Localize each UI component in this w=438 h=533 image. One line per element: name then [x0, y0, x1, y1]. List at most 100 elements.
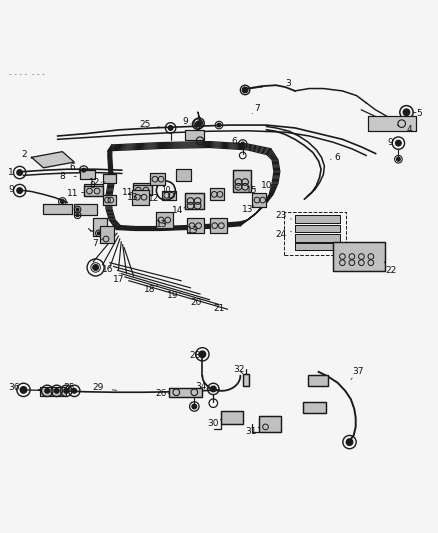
Text: 18: 18 — [145, 285, 156, 294]
Circle shape — [346, 439, 353, 446]
Bar — [209, 218, 226, 233]
Circle shape — [396, 157, 400, 161]
Circle shape — [217, 123, 221, 127]
Text: 11: 11 — [67, 189, 78, 198]
Bar — [185, 193, 204, 208]
Text: 10: 10 — [261, 181, 272, 190]
Bar — [368, 116, 416, 131]
Bar — [103, 195, 116, 205]
Circle shape — [76, 214, 79, 217]
Text: 8: 8 — [60, 172, 65, 181]
Bar — [39, 387, 66, 395]
Bar — [252, 193, 266, 207]
Bar — [169, 387, 202, 397]
Circle shape — [168, 126, 173, 130]
Bar — [209, 188, 224, 200]
Bar — [150, 173, 166, 185]
Circle shape — [17, 169, 22, 175]
Text: 7: 7 — [254, 104, 260, 114]
Bar — [221, 411, 243, 424]
Bar — [185, 193, 204, 208]
Circle shape — [82, 168, 86, 172]
Bar — [209, 218, 226, 233]
Bar — [81, 170, 95, 179]
Circle shape — [396, 140, 401, 146]
Bar — [103, 174, 116, 183]
Text: 9: 9 — [387, 138, 393, 147]
Bar — [233, 170, 251, 191]
Text: 35: 35 — [64, 383, 75, 392]
Circle shape — [20, 386, 27, 393]
Bar — [84, 184, 103, 196]
Circle shape — [54, 389, 59, 393]
Text: 26: 26 — [155, 389, 167, 398]
Circle shape — [197, 121, 201, 126]
Bar — [150, 173, 166, 185]
Text: 13: 13 — [187, 227, 199, 236]
Circle shape — [93, 264, 99, 270]
Bar — [333, 242, 385, 271]
Circle shape — [98, 232, 100, 235]
Bar — [74, 204, 97, 215]
Bar — [133, 183, 152, 195]
Bar — [156, 212, 173, 228]
Text: 4: 4 — [407, 125, 413, 134]
Bar — [259, 416, 281, 432]
Text: 7: 7 — [92, 239, 98, 248]
Bar — [100, 226, 113, 243]
Bar — [295, 215, 340, 223]
Circle shape — [192, 404, 197, 409]
Text: 9: 9 — [182, 117, 188, 126]
Bar — [176, 169, 191, 181]
Text: 28: 28 — [190, 351, 201, 360]
Bar — [295, 234, 340, 242]
Bar — [162, 191, 176, 200]
Bar — [162, 191, 176, 200]
Text: 21: 21 — [213, 304, 225, 313]
Text: 34: 34 — [195, 382, 207, 391]
Circle shape — [45, 389, 49, 393]
Text: 6: 6 — [69, 163, 75, 172]
Text: 20: 20 — [191, 297, 202, 306]
Text: 36: 36 — [8, 383, 20, 392]
Circle shape — [242, 87, 248, 93]
Bar — [43, 204, 72, 214]
Polygon shape — [32, 152, 74, 168]
Circle shape — [17, 188, 22, 193]
Bar — [259, 416, 281, 432]
Circle shape — [403, 109, 410, 116]
Text: 11: 11 — [122, 189, 134, 197]
Circle shape — [64, 389, 69, 393]
Bar — [295, 243, 340, 251]
Bar — [133, 185, 152, 195]
Bar — [243, 374, 249, 386]
Text: 24: 24 — [275, 230, 286, 239]
Text: 13: 13 — [127, 193, 138, 202]
Bar — [368, 116, 416, 131]
Text: 2: 2 — [21, 150, 27, 159]
Bar — [295, 234, 340, 242]
Text: 19: 19 — [167, 292, 178, 301]
Bar — [308, 375, 328, 386]
Circle shape — [199, 351, 206, 358]
Bar — [103, 195, 116, 205]
Bar — [304, 402, 326, 413]
Bar — [295, 225, 340, 232]
Bar — [169, 387, 202, 397]
Bar — [185, 130, 204, 140]
Text: 9: 9 — [8, 185, 14, 194]
Text: 14: 14 — [172, 206, 183, 215]
Bar — [176, 169, 191, 181]
Circle shape — [210, 386, 216, 392]
Circle shape — [241, 142, 245, 146]
Bar — [333, 242, 385, 271]
Text: 22: 22 — [385, 266, 396, 275]
Text: 1: 1 — [8, 168, 14, 177]
Text: 8: 8 — [89, 181, 95, 190]
Bar — [304, 402, 326, 413]
Circle shape — [195, 122, 200, 126]
Bar — [43, 204, 72, 214]
Text: 3: 3 — [285, 79, 291, 88]
Bar — [252, 193, 266, 207]
Text: 30: 30 — [208, 418, 219, 427]
